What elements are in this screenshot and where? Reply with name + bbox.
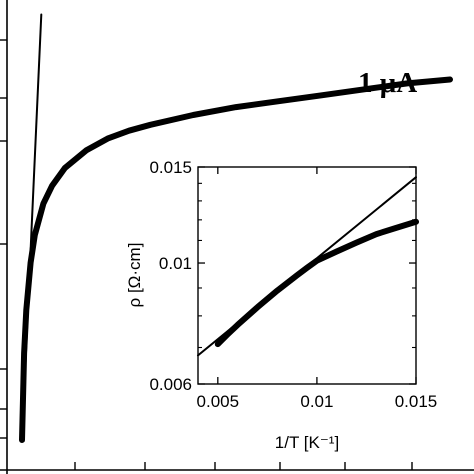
inset-x-tick-label: 0.015 (395, 392, 438, 411)
main-reference-line (21, 13, 43, 441)
current-annotation: 1 μA (358, 67, 417, 99)
inset-y-tick-label: 0.006 (149, 375, 192, 394)
main-x-ticks (74, 462, 413, 470)
inset-y-tick-label: 0.01 (159, 254, 192, 273)
inset-background (198, 167, 416, 384)
inset-y-axis-label: ρ [Ω·cm] (125, 243, 144, 308)
inset-y-ticks: 0.006 0.01 0.015 (149, 158, 416, 394)
inset-x-axis-label: 1/T [K⁻¹] (275, 433, 339, 452)
inset-x-tick-label: 0.01 (300, 392, 333, 411)
inset-frame (197, 166, 417, 385)
inset-fit-line (197, 176, 417, 357)
inset-x-ticks: 0.005 0.01 0.015 (197, 167, 438, 411)
main-series (19, 13, 453, 443)
inset-x-tick-label: 0.005 (197, 392, 240, 411)
inset-data-curve (214, 218, 419, 348)
inset-y-tick-label: 0.015 (149, 158, 192, 177)
main-y-ticks (0, 39, 7, 439)
inset-series (197, 176, 419, 357)
